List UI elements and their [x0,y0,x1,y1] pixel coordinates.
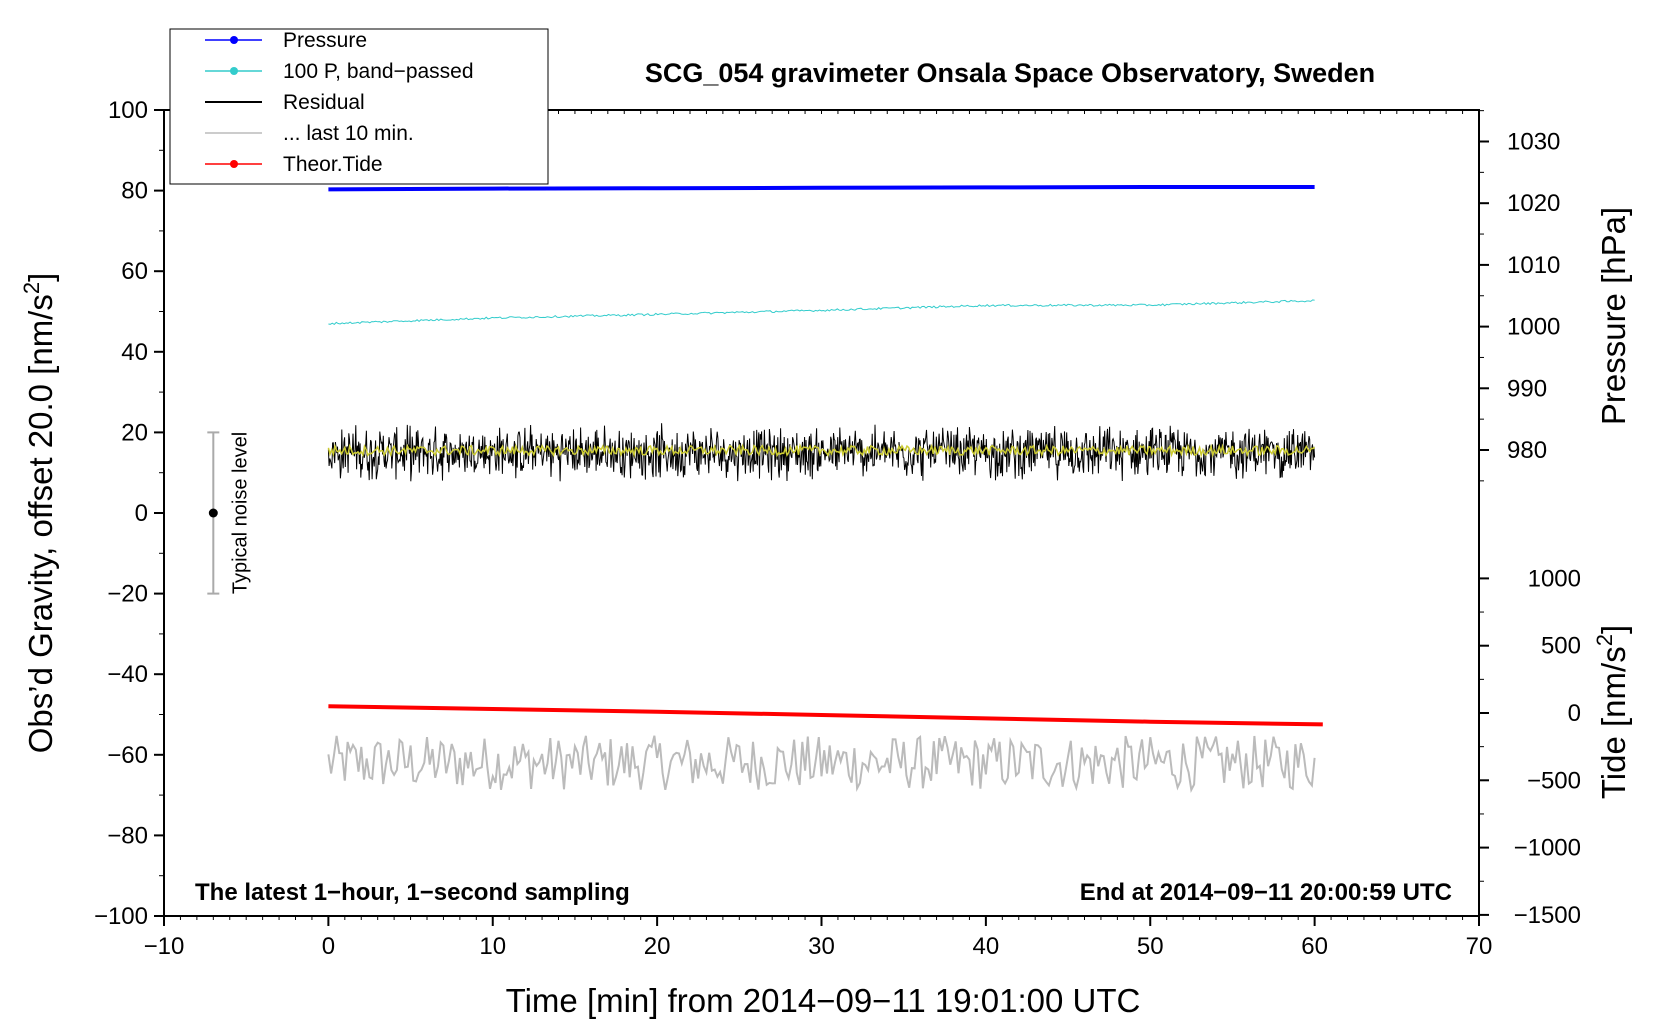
noise-bar: Typical noise level [207,431,251,595]
y-tick-label: −80 [107,822,148,849]
legend-marker [230,67,238,75]
note-left: The latest 1−hour, 1−second sampling [195,879,630,906]
series-band-passed [328,299,1315,326]
chart-title: SCG_054 gravimeter Onsala Space Observat… [645,58,1375,88]
legend-marker [230,160,238,168]
x-tick-label: 50 [1137,933,1164,960]
y-tick-label: −60 [107,742,148,769]
pressure-tick-label: 1000 [1507,314,1560,341]
y-tick-label: 80 [121,178,148,205]
y-tick-label: 100 [108,97,148,124]
x-tick-label: 30 [808,933,835,960]
y-tick-label: 20 [121,419,148,446]
plot-frame [163,109,1480,917]
x-tick-label: 60 [1301,933,1328,960]
y-tick-label: −20 [107,581,148,608]
series-last-10-min [327,735,1316,793]
noise-bar-center-dot [208,508,218,518]
pressure-tick-label: 990 [1507,375,1547,402]
tide-tick-label: −500 [1527,767,1581,794]
note-right: End at 2014−09−11 20:00:59 UTC [1080,879,1452,906]
tide-tick-label: −1500 [1514,902,1581,929]
series-residual-smoothed [327,443,1316,459]
series-residual [327,423,1316,482]
legend-label: 100 P, band−passed [283,60,474,83]
minor-ticks [159,109,1484,920]
tide-axis-label: Tide [nm/s2] [1592,625,1632,799]
x-tick-label: −10 [144,933,185,960]
pressure-tick-label: 1010 [1507,252,1560,279]
series-layer [327,185,1323,793]
series-pressure [328,185,1315,192]
tide-axis-ticks: −1500 −1000 −500 0 500 1000 [1479,565,1581,929]
legend-label: Theor.Tide [283,153,383,176]
series-theor-tide [328,704,1323,727]
pressure-tick-label: 980 [1507,437,1547,464]
x-tick-label: 40 [973,933,1000,960]
legend-label: Residual [283,91,365,114]
legend: Pressure 100 P, band−passed Residual ... la… [169,28,549,185]
x-tick-label: 20 [644,933,671,960]
noise-bar-label: Typical noise level [229,432,251,594]
pressure-axis-label: Pressure [hPa] [1595,207,1632,425]
tide-tick-label: 1000 [1528,565,1581,592]
legend-box [169,28,549,185]
bottom-axis-ticks: −10 0 10 20 30 40 50 60 70 [144,916,1493,960]
pressure-axis-ticks: 980 990 1000 1010 1020 1030 [1479,129,1560,464]
tide-tick-label: 0 [1568,700,1581,727]
tide-tick-label: −1000 [1514,835,1581,862]
y-axis-label: Obs’d Gravity, offset 20.0 [nm/s2] [19,273,59,754]
y-tick-label: 40 [121,339,148,366]
pressure-tick-label: 1030 [1507,129,1560,156]
y-tick-label: −100 [94,903,148,930]
legend-label: ... last 10 min. [283,122,414,145]
tide-tick-label: 500 [1541,633,1581,660]
x-tick-label: 0 [322,933,335,960]
legend-label: Pressure [283,29,367,52]
x-axis-label: Time [min] from 2014−09−11 19:01:00 UTC [506,982,1141,1019]
x-tick-label: 10 [479,933,506,960]
legend-marker [230,36,238,44]
y-tick-label: −40 [107,661,148,688]
y-tick-label: 0 [135,500,148,527]
y-tick-label: 60 [121,258,148,285]
x-tick-label: 70 [1466,933,1493,960]
pressure-tick-label: 1020 [1507,190,1560,217]
left-axis-ticks: −100 −80 −60 −40 −20 0 20 40 60 80 100 [94,97,164,930]
